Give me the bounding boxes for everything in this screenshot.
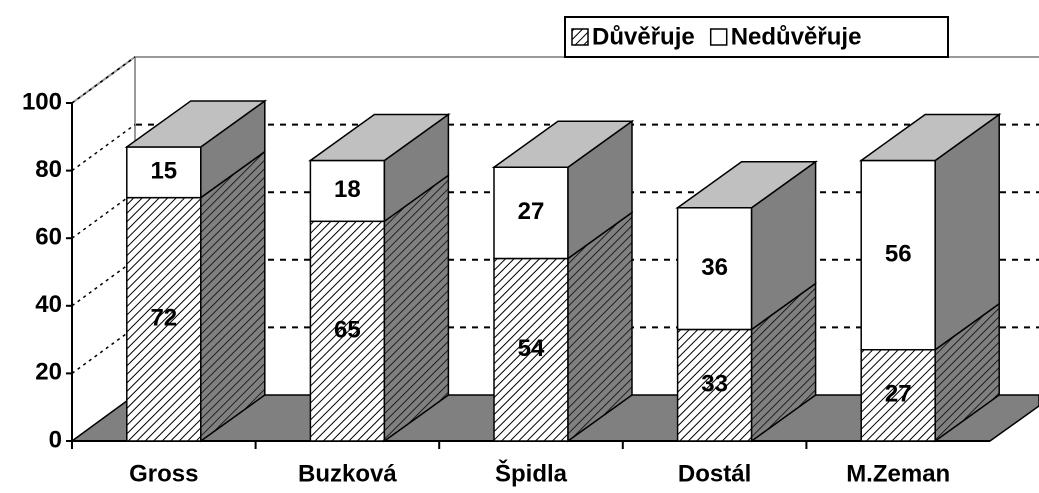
x-tick-label: Špidla — [495, 459, 568, 487]
value-label: 72 — [150, 305, 177, 332]
legend-label: Nedůvěřuje — [731, 23, 862, 50]
value-label: 56 — [885, 240, 912, 267]
bar-top — [308, 113, 451, 162]
bar-segment — [676, 328, 753, 442]
bar-segment — [493, 166, 569, 260]
bar-top — [491, 120, 635, 168]
legend-swatch — [709, 28, 728, 46]
grid-line — [71, 259, 136, 307]
y-tick-label: 40 — [35, 291, 62, 318]
y-tick-label: 60 — [35, 224, 62, 251]
grid-line — [71, 123, 136, 172]
y-tick-label: 20 — [35, 359, 62, 386]
x-tick-label: Gross — [129, 460, 198, 487]
y-tick-label: 100 — [22, 88, 62, 115]
bar-segment — [309, 220, 386, 442]
bar-segment — [860, 159, 936, 351]
value-label: 65 — [334, 316, 361, 343]
grid-line — [71, 191, 136, 239]
legend — [564, 16, 949, 58]
y-tick-label: 0 — [49, 426, 62, 453]
x-tick-label: Dostál — [678, 460, 751, 487]
grid-line — [71, 326, 136, 375]
bar-segment — [493, 257, 569, 442]
bar-top — [858, 113, 1002, 162]
legend-swatch — [571, 28, 589, 46]
bar-top — [124, 100, 268, 148]
bar-top — [675, 161, 818, 209]
grid-line — [71, 56, 136, 104]
value-label: 15 — [150, 158, 177, 185]
x-tick-label: M.Zeman — [846, 460, 950, 487]
legend-label: Důvěřuje — [592, 23, 695, 50]
y-tick-label: 80 — [35, 156, 62, 183]
bar-segment — [126, 146, 202, 199]
back-wall — [71, 56, 1039, 104]
value-label: 33 — [701, 371, 728, 398]
value-label: 54 — [518, 335, 545, 362]
value-label: 27 — [885, 381, 912, 408]
bar-segment — [126, 196, 202, 442]
value-label: 36 — [701, 254, 728, 281]
bar-side — [200, 150, 266, 443]
bar-segment — [309, 159, 386, 223]
value-label: 27 — [518, 198, 545, 225]
x-tick-label: Buzková — [298, 460, 397, 487]
value-label: 18 — [334, 176, 361, 203]
